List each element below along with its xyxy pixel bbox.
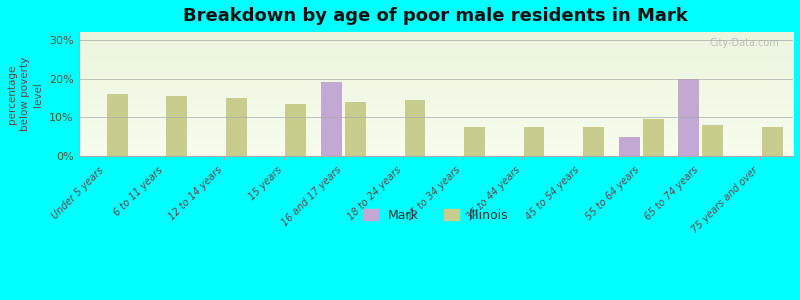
Bar <box>464 127 485 156</box>
Bar <box>166 96 187 156</box>
Legend: Mark, Illinois: Mark, Illinois <box>358 204 514 227</box>
Bar <box>762 127 782 156</box>
Bar <box>405 100 426 156</box>
Title: Breakdown by age of poor male residents in Mark: Breakdown by age of poor male residents … <box>183 7 688 25</box>
Bar <box>321 82 342 156</box>
Bar <box>286 104 306 156</box>
Bar <box>642 119 663 156</box>
Bar <box>524 127 545 156</box>
Text: City-Data.com: City-Data.com <box>709 38 778 48</box>
Bar <box>619 137 640 156</box>
Bar <box>226 98 246 156</box>
Bar <box>106 94 128 156</box>
Y-axis label: percentage
below poverty
level: percentage below poverty level <box>7 57 43 131</box>
Bar <box>345 102 366 156</box>
Bar <box>702 125 723 156</box>
Bar <box>583 127 604 156</box>
Bar <box>678 79 699 156</box>
